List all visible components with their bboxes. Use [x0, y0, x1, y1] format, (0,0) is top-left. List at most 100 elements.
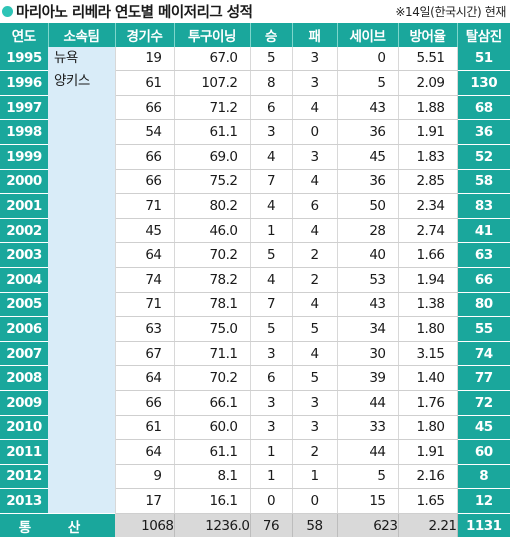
table-row: 2000 66 75.2 7 4 36 2.85 58: [0, 169, 510, 195]
stat-cell: 36: [337, 169, 399, 195]
stat-cell: 3: [292, 144, 338, 170]
column-header: 승: [250, 23, 293, 47]
table-row: 2004 74 78.2 4 2 53 1.94 66: [0, 267, 510, 293]
stat-cell: 67: [115, 341, 175, 367]
stat-cell: 4: [250, 144, 293, 170]
stat-cell: 3: [250, 119, 293, 145]
stat-cell: 1.80: [398, 316, 458, 342]
stat-cell: 71.2: [174, 95, 251, 121]
stat-cell: 16.1: [174, 488, 251, 514]
year-cell: 1999: [0, 144, 48, 170]
table-row: 2013 17 16.1 0 0 15 1.65 12: [0, 488, 510, 514]
stat-cell: 7: [250, 292, 293, 318]
total-row: 통 산 1068 1236.0 76 58 623 2.21 1131: [0, 513, 510, 538]
stat-cell: 53: [337, 267, 399, 293]
stat-cell: 1.88: [398, 95, 458, 121]
strikeout-cell: 45: [457, 415, 510, 441]
stat-cell: 36: [337, 119, 399, 145]
stat-cell: 64: [115, 365, 175, 391]
strikeout-cell: 83: [457, 193, 510, 219]
stat-cell: 34: [337, 316, 399, 342]
stat-cell: 43: [337, 95, 399, 121]
total-stat-cell: 623: [337, 513, 399, 538]
stat-cell: 28: [337, 218, 399, 244]
column-header: 투구이닝: [174, 23, 251, 47]
table-header: 연도 소속팀 경기수 투구이닝 승 패 세이브 방어율 탈삼진: [0, 23, 510, 47]
stat-cell: 5: [337, 70, 399, 96]
stat-cell: 5.51: [398, 46, 458, 72]
stat-cell: 2.09: [398, 70, 458, 96]
table-footer: 통 산 1068 1236.0 76 58 623 2.21 1131: [0, 513, 510, 538]
stat-cell: 39: [337, 365, 399, 391]
stat-cell: 43: [337, 292, 399, 318]
stat-cell: 6: [292, 193, 338, 219]
table-row: 2010 61 60.0 3 3 33 1.80 45: [0, 415, 510, 441]
column-header: 세이브: [337, 23, 399, 47]
stat-cell: 3: [292, 390, 338, 416]
stat-cell: 8: [250, 70, 293, 96]
stat-cell: 9: [115, 464, 175, 490]
column-header: 소속팀: [48, 23, 116, 47]
stat-cell: 107.2: [174, 70, 251, 96]
stat-cell: 1: [292, 464, 338, 490]
strikeout-cell: 68: [457, 95, 510, 121]
stat-cell: 1: [250, 439, 293, 465]
total-stat-cell: 1236.0: [174, 513, 251, 538]
stat-cell: 2: [292, 439, 338, 465]
column-header: 경기수: [115, 23, 175, 47]
total-stat-cell: 2.21: [398, 513, 458, 538]
total-stat-cell: 58: [292, 513, 338, 538]
stat-cell: 1.38: [398, 292, 458, 318]
year-cell: 1996: [0, 70, 48, 96]
strikeout-cell: 80: [457, 292, 510, 318]
stat-cell: 3: [292, 70, 338, 96]
stat-cell: 70.2: [174, 242, 251, 268]
table-row: 2003 64 70.2 5 2 40 1.66 63: [0, 242, 510, 268]
stat-cell: 4: [292, 341, 338, 367]
total-label: 통 산: [0, 513, 115, 538]
stat-cell: 3: [292, 46, 338, 72]
table-row: 2001 71 80.2 4 6 50 2.34 83: [0, 193, 510, 219]
total-stat-cell: 1068: [115, 513, 175, 538]
strikeout-cell: 36: [457, 119, 510, 145]
table-row: 2011 64 61.1 1 2 44 1.91 60: [0, 439, 510, 465]
stat-cell: 67.0: [174, 46, 251, 72]
stat-cell: 1.83: [398, 144, 458, 170]
stat-cell: 71: [115, 193, 175, 219]
stat-cell: 4: [250, 193, 293, 219]
column-header: 탈삼진: [457, 23, 510, 47]
stat-cell: 44: [337, 390, 399, 416]
year-cell: 2001: [0, 193, 48, 219]
table-row: 2005 71 78.1 7 4 43 1.38 80: [0, 292, 510, 318]
stat-cell: 5: [250, 46, 293, 72]
stat-cell: 0: [292, 488, 338, 514]
stat-cell: 3: [250, 341, 293, 367]
header-row: 연도 소속팀 경기수 투구이닝 승 패 세이브 방어율 탈삼진: [0, 23, 510, 47]
stat-cell: 66.1: [174, 390, 251, 416]
table-row: 2012 9 8.1 1 1 5 2.16 8: [0, 464, 510, 490]
year-cell: 2003: [0, 242, 48, 268]
stat-cell: 5: [292, 316, 338, 342]
strikeout-cell: 58: [457, 169, 510, 195]
stat-cell: 4: [292, 218, 338, 244]
stats-table: 연도 소속팀 경기수 투구이닝 승 패 세이브 방어율 탈삼진 1995 뉴욕 양키스 19 67.0 5…: [0, 23, 510, 538]
stat-cell: 2.74: [398, 218, 458, 244]
stat-cell: 4: [292, 169, 338, 195]
date-note: ※14일(한국시간) 현재: [395, 5, 506, 19]
stat-cell: 64: [115, 242, 175, 268]
stat-cell: 1.94: [398, 267, 458, 293]
stat-cell: 71: [115, 292, 175, 318]
stat-cell: 33: [337, 415, 399, 441]
table-row: 2007 67 71.1 3 4 30 3.15 74: [0, 341, 510, 367]
stat-cell: 2.85: [398, 169, 458, 195]
stat-cell: 6: [250, 365, 293, 391]
stat-cell: 5: [250, 316, 293, 342]
year-cell: 2011: [0, 439, 48, 465]
year-cell: 1995: [0, 46, 48, 72]
stat-cell: 61: [115, 70, 175, 96]
year-cell: 2012: [0, 464, 48, 490]
stat-cell: 1: [250, 218, 293, 244]
stat-cell: 54: [115, 119, 175, 145]
bullet-icon: [2, 5, 13, 17]
year-cell: 1997: [0, 95, 48, 121]
